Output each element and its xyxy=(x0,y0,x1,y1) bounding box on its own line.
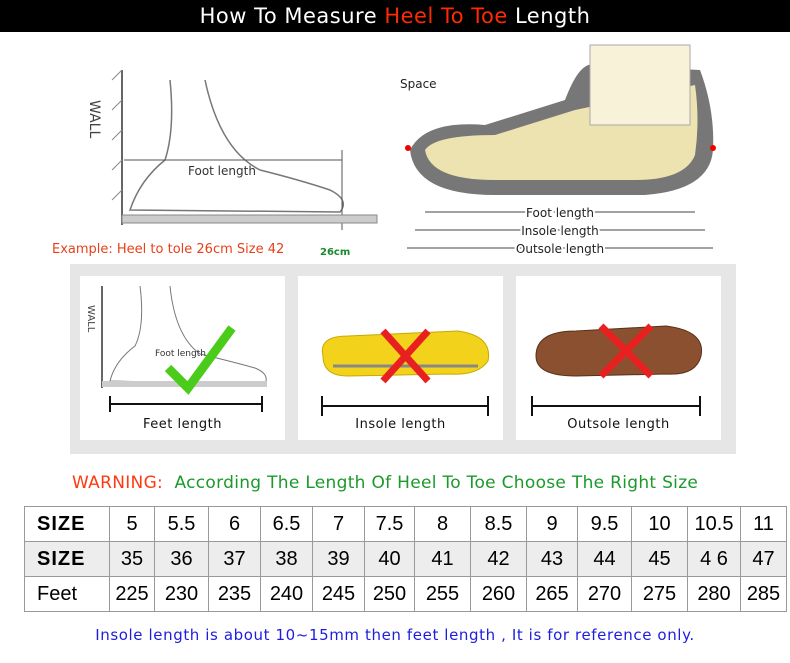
table-cell: 225 xyxy=(109,576,155,612)
table-cell: 47 xyxy=(740,541,787,577)
table-cell: 9.5 xyxy=(577,506,632,542)
table-cell: 280 xyxy=(687,576,741,612)
table-cell: 250 xyxy=(364,576,415,612)
svg-text:WALL: WALL xyxy=(85,305,96,333)
table-cell: 36 xyxy=(154,541,209,577)
foot-wall-diagram: WALL Foot length xyxy=(86,69,378,230)
table-cell: 285 xyxy=(740,576,787,612)
table-cell: 9 xyxy=(526,506,578,542)
table-cell: 260 xyxy=(470,576,527,612)
wall-label: WALL xyxy=(86,100,102,138)
table-cell: 45 xyxy=(631,541,688,577)
table-cell: 265 xyxy=(526,576,578,612)
table-cell: 8.5 xyxy=(470,506,527,542)
page-title: How To Measure Heel To Toe Length xyxy=(0,0,790,32)
outsole-illustration xyxy=(531,323,703,416)
table-cell: 275 xyxy=(631,576,688,612)
example-text: Example: Heel to tole 26cm Size 42 xyxy=(52,242,285,257)
table-cell: 43 xyxy=(526,541,578,577)
table-cell: 6.5 xyxy=(260,506,313,542)
svg-text:Foot length: Foot length xyxy=(155,349,206,359)
table-cell: 41 xyxy=(414,541,471,577)
row-header: SIZE xyxy=(24,506,110,542)
table-cell: 8 xyxy=(414,506,471,542)
foot-illustration: Foot length WALL xyxy=(85,285,267,412)
table-cell: 37 xyxy=(208,541,261,577)
outsole-length-label: Outsole length xyxy=(516,242,604,256)
insole-length-label: Insole length xyxy=(521,224,599,238)
table-cell: 38 xyxy=(260,541,313,577)
table-cell: 255 xyxy=(414,576,471,612)
shoe-cross-section-diagram: Space Foot length Insole length Outsole … xyxy=(400,44,716,258)
check-icon xyxy=(164,325,236,395)
table-cell: 5 xyxy=(109,506,155,542)
table-cell: 40 xyxy=(364,541,415,577)
card-feet-length: Foot length WALL Feet length xyxy=(80,276,285,440)
card-outsole-length: Outsole length xyxy=(516,276,721,440)
table-row: SIZE 35 36 37 38 39 40 41 42 43 44 45 4 6 47 xyxy=(24,541,787,577)
table-cell: 39 xyxy=(312,541,365,577)
table-cell: 6 xyxy=(208,506,261,542)
size-chart-table: SIZE 5 5.5 6 6.5 7 7.5 8 8.5 9 9.5 10 10.5 11 SIZE 35 36… xyxy=(24,506,787,612)
table-cell: 245 xyxy=(312,576,365,612)
card-caption: Insole length xyxy=(355,417,446,432)
cross-icon xyxy=(380,328,431,384)
warning-text: WARNING: According The Length Of Heel To… xyxy=(72,473,699,493)
table-cell: 42 xyxy=(470,541,527,577)
card-insole-length: Insole length xyxy=(298,276,503,440)
cm-label: 26cm xyxy=(320,247,351,258)
foot-length-label: Foot length xyxy=(188,164,256,178)
table-cell: 4 6 xyxy=(687,541,741,577)
row-header: SIZE xyxy=(24,541,110,577)
table-cell: 235 xyxy=(208,576,261,612)
table-row: Feet 225 230 235 240 245 250 255 260 265 270 275 280… xyxy=(24,576,787,612)
cross-icon xyxy=(598,323,654,379)
space-label: Space xyxy=(400,77,437,91)
table-cell: 10 xyxy=(631,506,688,542)
card-caption: Outsole length xyxy=(567,417,670,432)
table-cell: 270 xyxy=(577,576,632,612)
table-cell: 35 xyxy=(109,541,155,577)
table-cell: 230 xyxy=(154,576,209,612)
footer-note: Insole length is about 10~15mm then feet… xyxy=(95,626,695,644)
table-cell: 5.5 xyxy=(154,506,209,542)
insole-illustration xyxy=(321,328,490,416)
table-row: SIZE 5 5.5 6 6.5 7 7.5 8 8.5 9 9.5 10 10.5 11 xyxy=(24,506,787,542)
table-cell: 7 xyxy=(312,506,365,542)
foot-length-label: Foot length xyxy=(526,206,594,220)
card-caption: Feet length xyxy=(143,417,222,432)
table-cell: 44 xyxy=(577,541,632,577)
row-header: Feet xyxy=(24,576,110,612)
table-cell: 10.5 xyxy=(687,506,741,542)
table-cell: 7.5 xyxy=(364,506,415,542)
table-cell: 240 xyxy=(260,576,313,612)
table-cell: 11 xyxy=(740,506,787,542)
